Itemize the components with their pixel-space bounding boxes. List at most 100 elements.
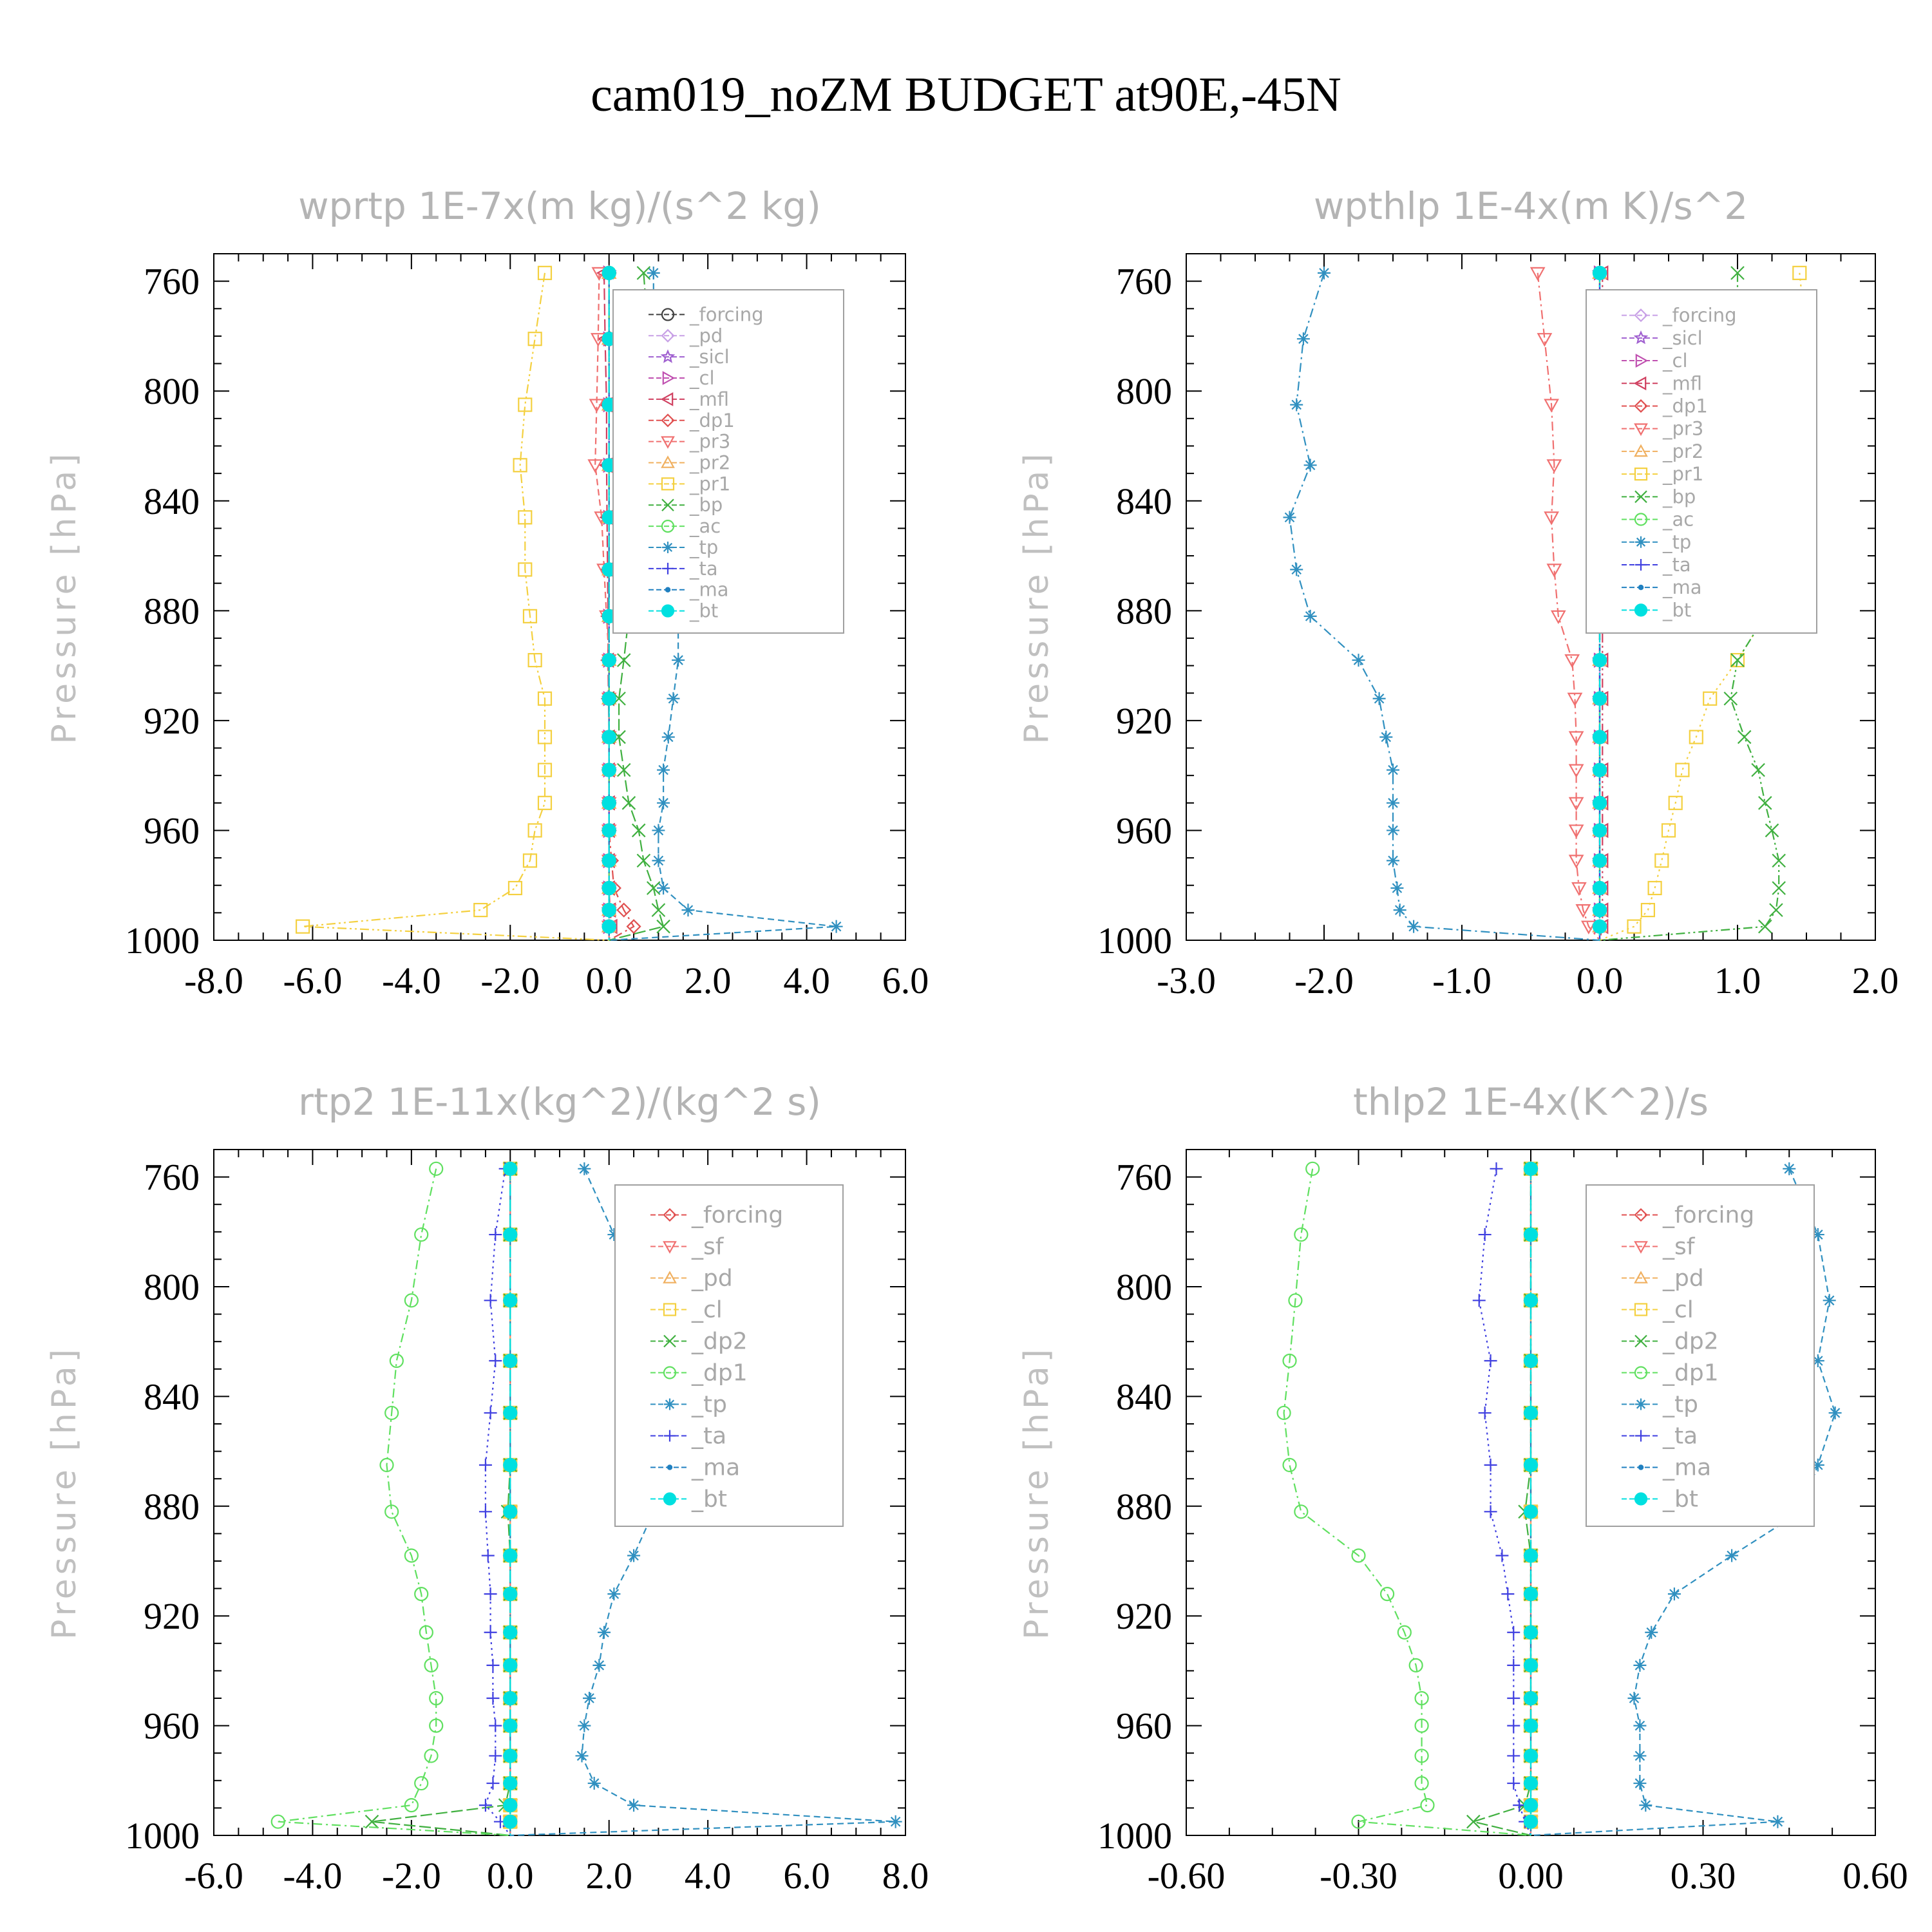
legend-marker (1634, 603, 1648, 617)
data-point (473, 902, 488, 918)
y-tick-label: 880 (1116, 1486, 1172, 1528)
x-tick-label: 2.0 (1852, 960, 1899, 1001)
data-point (583, 1692, 596, 1705)
series-line-tp (1289, 272, 1600, 942)
x-tick-label: 4.0 (783, 960, 830, 1001)
y-tick-label: 960 (1116, 1705, 1172, 1747)
data-point (1507, 1658, 1520, 1672)
data-point (1495, 1549, 1509, 1562)
data-point (1523, 1405, 1539, 1421)
data-point (1484, 1505, 1497, 1519)
panel-title: wprtp 1E-7x(m kg)/(s^2 kg) (298, 184, 821, 228)
data-point (537, 691, 553, 706)
data-point (1737, 730, 1752, 744)
legend-marker (1635, 558, 1647, 571)
data-point (503, 1293, 518, 1308)
data-point (537, 265, 553, 280)
data-point (1414, 1776, 1429, 1791)
legend-marker (1634, 1492, 1648, 1506)
y-tick-label: 840 (144, 480, 200, 522)
legend-marker (661, 413, 675, 428)
legend-marker (662, 562, 674, 574)
legend-marker (664, 1430, 676, 1442)
data-point (1318, 266, 1331, 279)
data-point (486, 1692, 500, 1705)
legend-marker (1634, 1271, 1648, 1283)
data-point (1654, 853, 1669, 868)
data-point (601, 795, 616, 810)
legend-label: _dp1 (1662, 1360, 1719, 1387)
legend-marker (663, 1208, 677, 1222)
data-point (429, 1161, 444, 1176)
data-point (601, 823, 616, 838)
data-point (1564, 654, 1580, 668)
panel-title: wpthlp 1E-4x(m K)/s^2 (1314, 184, 1748, 228)
data-point (486, 1658, 500, 1672)
data-point (537, 762, 553, 777)
legend-marker (663, 1334, 676, 1348)
legend-label: _pr2 (1662, 440, 1703, 462)
legend-marker (1633, 376, 1647, 391)
data-point (681, 904, 695, 917)
legend-label: _pr2 (689, 452, 730, 474)
y-tick-label: 960 (1116, 810, 1172, 851)
data-point (598, 1625, 611, 1639)
legend-label: _dp1 (1662, 395, 1708, 417)
data-point (1393, 904, 1406, 917)
x-tick-label: 0.0 (487, 1855, 534, 1897)
data-point (1472, 1294, 1486, 1307)
data-point (1294, 1227, 1309, 1242)
legend-marker (1634, 1303, 1648, 1316)
legend-marker (1635, 1430, 1647, 1442)
data-point (1592, 880, 1607, 896)
data-point (621, 796, 636, 810)
data-point (537, 795, 553, 810)
data-point (1592, 762, 1607, 777)
data-point (1811, 1228, 1824, 1242)
series-line-tp (1530, 1168, 1836, 1837)
y-tick-label: 880 (1116, 590, 1172, 632)
legend-marker (661, 328, 675, 343)
data-point (1575, 904, 1591, 918)
legend-marker (1634, 399, 1648, 413)
data-point (627, 1549, 641, 1562)
legend-label: _sicl (689, 346, 730, 368)
data-point (1523, 1776, 1539, 1791)
data-point (1523, 1748, 1539, 1763)
legend-marker (1634, 1241, 1648, 1254)
data-point (657, 881, 670, 895)
data-point (1550, 610, 1566, 625)
data-point (527, 332, 542, 346)
data-point (1288, 1293, 1303, 1308)
y-tick-label: 960 (144, 1705, 200, 1747)
data-point (1290, 398, 1303, 412)
legend-marker (1634, 468, 1648, 481)
data-point (631, 823, 646, 838)
data-point (404, 1548, 419, 1563)
data-point (627, 1799, 641, 1812)
series-line-dp1 (1283, 1168, 1531, 1837)
legend-marker (1634, 513, 1648, 526)
data-point (503, 1504, 518, 1519)
series-group (270, 1160, 902, 1837)
data-point (1478, 1228, 1492, 1242)
y-axis-label: Pressure [hPa] (45, 450, 84, 744)
legend-marker (661, 436, 675, 449)
legend-label: _tp (1662, 531, 1691, 553)
data-point (1544, 511, 1559, 526)
y-tick-label: 920 (1116, 1595, 1172, 1637)
data-point (1414, 1690, 1429, 1706)
data-point (424, 1658, 439, 1672)
y-tick-label: 800 (1116, 1266, 1172, 1308)
y-tick-label: 1000 (125, 920, 200, 961)
legend-marker (1634, 308, 1648, 323)
data-point (1420, 1798, 1435, 1813)
legend-marker (1638, 584, 1644, 591)
data-point (1387, 763, 1399, 777)
legend-label: _bp (1662, 486, 1696, 507)
data-point (389, 1353, 404, 1368)
data-point (1792, 265, 1807, 280)
x-tick-label: 2.0 (685, 960, 732, 1001)
data-point (1811, 1354, 1824, 1368)
data-point (607, 1228, 621, 1242)
